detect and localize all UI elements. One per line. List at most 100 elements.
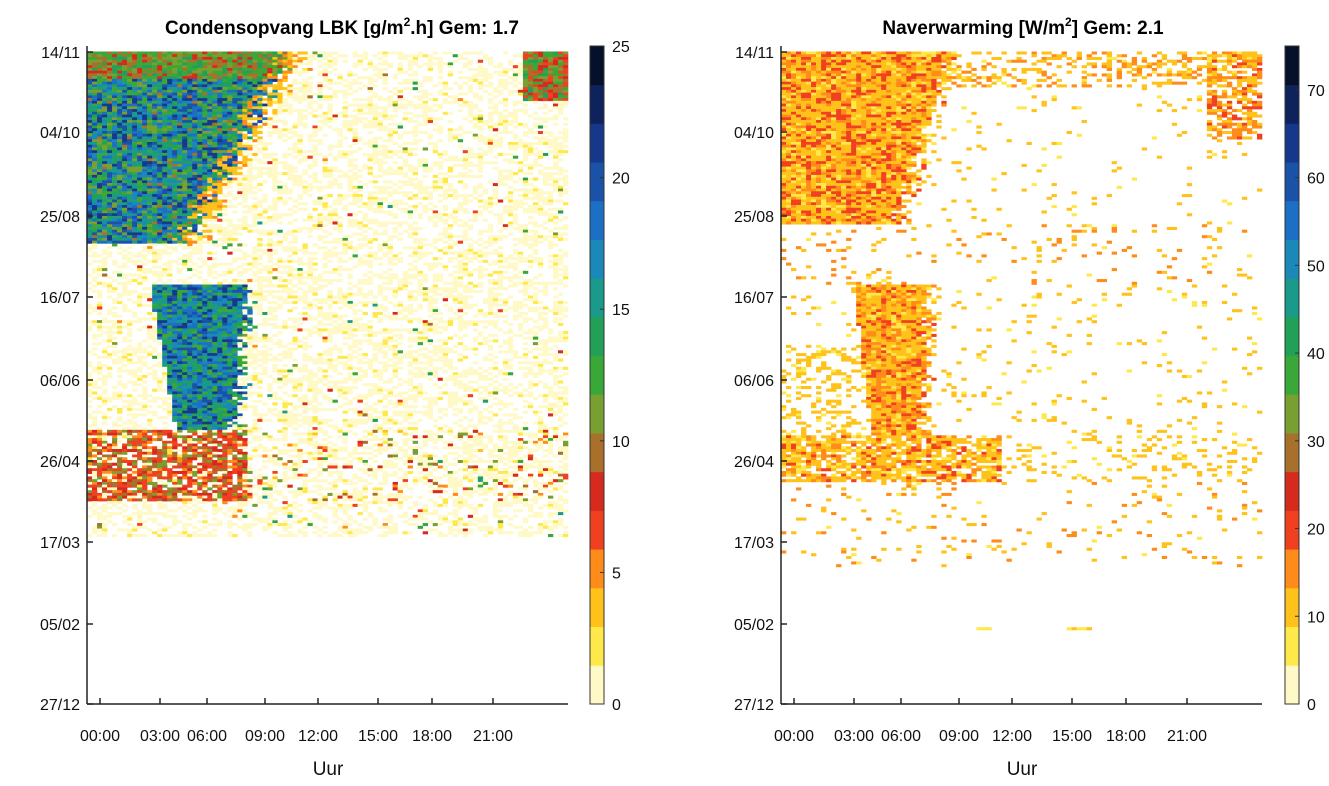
heatmap-cell	[412, 221, 418, 225]
heatmap-cell	[272, 213, 278, 217]
heatmap-cell	[202, 235, 208, 239]
heatmap-cell	[357, 139, 363, 143]
heatmap-cell	[192, 251, 198, 255]
heatmap-cell	[507, 152, 514, 156]
heatmap-cell	[142, 235, 148, 239]
heatmap-cell	[397, 155, 403, 159]
heatmap-cell	[97, 202, 103, 206]
heatmap-cell	[417, 54, 423, 58]
heatmap-cell	[277, 130, 283, 135]
heatmap-cell	[302, 169, 308, 173]
heatmap-cell	[217, 144, 223, 148]
heatmap-cell	[122, 163, 128, 167]
heatmap-cell	[462, 268, 469, 272]
heatmap-cell	[197, 237, 203, 241]
heatmap-cell	[147, 158, 153, 162]
heatmap-cell	[217, 152, 223, 156]
heatmap-cell	[502, 117, 509, 121]
heatmap-cell	[107, 218, 113, 222]
heatmap-cell	[352, 172, 358, 176]
heatmap-cell	[292, 240, 298, 244]
heatmap-cell	[262, 70, 268, 74]
heatmap-cell	[347, 268, 353, 272]
heatmap-cell	[322, 70, 328, 74]
heatmap-cell	[232, 226, 238, 230]
heatmap-cell	[117, 196, 123, 200]
heatmap-cell	[507, 224, 514, 228]
heatmap-cell	[412, 185, 418, 189]
heatmap-cell	[352, 54, 358, 58]
heatmap-cell	[87, 169, 93, 173]
heatmap-cell	[282, 122, 288, 126]
heatmap-cell	[102, 136, 108, 140]
heatmap-cell	[292, 177, 298, 181]
heatmap-cell	[517, 81, 524, 85]
heatmap-cell	[142, 161, 148, 165]
heatmap-cell	[302, 150, 308, 154]
heatmap-cell	[452, 59, 459, 63]
heatmap-cell	[207, 59, 213, 63]
heatmap-cell	[267, 243, 273, 247]
heatmap-cell	[292, 133, 298, 137]
heatmap-cell	[162, 98, 168, 102]
heatmap-cell	[92, 144, 98, 148]
heatmap-cell	[157, 191, 163, 195]
heatmap-cell	[247, 56, 253, 61]
heatmap-cell	[477, 205, 484, 209]
heatmap-cell	[277, 111, 283, 115]
heatmap-cell	[362, 254, 368, 258]
heatmap-cell	[472, 136, 479, 140]
heatmap-cell	[192, 262, 198, 266]
heatmap-cell	[477, 265, 484, 269]
heatmap-cell	[472, 155, 479, 159]
heatmap-cell	[467, 150, 474, 154]
heatmap-cell	[122, 51, 128, 55]
heatmap-cell	[542, 152, 549, 156]
heatmap-cell	[547, 78, 554, 82]
heatmap-cell	[217, 273, 223, 277]
heatmap-cell	[317, 65, 323, 69]
heatmap-cell	[302, 109, 308, 113]
heatmap-cell	[532, 202, 539, 206]
heatmap-cell	[437, 106, 444, 110]
heatmap-cell	[247, 136, 253, 140]
heatmap-cell	[402, 172, 408, 176]
heatmap-cell	[117, 207, 123, 211]
heatmap-cell	[247, 65, 253, 69]
heatmap-cell	[157, 229, 163, 233]
heatmap-cell	[102, 76, 108, 80]
heatmap-cell	[92, 229, 98, 233]
heatmap-cell	[427, 141, 434, 145]
heatmap-cell	[502, 183, 509, 187]
heatmap-cell	[367, 111, 373, 115]
heatmap-cell	[182, 262, 188, 266]
heatmap-cell	[242, 136, 248, 140]
heatmap-cell	[392, 73, 398, 77]
heatmap-cell	[152, 174, 158, 178]
heatmap-cell	[522, 111, 529, 115]
heatmap-cell	[297, 229, 303, 233]
heatmap-cell	[257, 65, 263, 69]
heatmap-cell	[497, 180, 504, 184]
heatmap-cell	[402, 202, 408, 206]
heatmap-cell	[322, 133, 328, 137]
heatmap-cell	[332, 226, 338, 230]
heatmap-cell	[197, 98, 203, 102]
heatmap-cell	[522, 226, 529, 230]
heatmap-cell	[122, 65, 128, 69]
heatmap-cell	[192, 70, 198, 74]
heatmap-cell	[472, 125, 479, 129]
heatmap-cell	[122, 215, 128, 220]
heatmap-cell	[482, 188, 489, 192]
heatmap-cell	[467, 130, 474, 135]
heatmap-cell	[392, 202, 398, 206]
heatmap-cell	[122, 150, 128, 154]
heatmap-cell	[152, 270, 158, 274]
heatmap-cell	[417, 270, 423, 274]
heatmap-cell	[112, 87, 118, 91]
heatmap-cell	[472, 114, 479, 118]
heatmap-cell	[257, 248, 263, 252]
heatmap-cell	[177, 139, 183, 143]
heatmap-cell	[207, 265, 213, 269]
heatmap-cell	[192, 114, 198, 118]
